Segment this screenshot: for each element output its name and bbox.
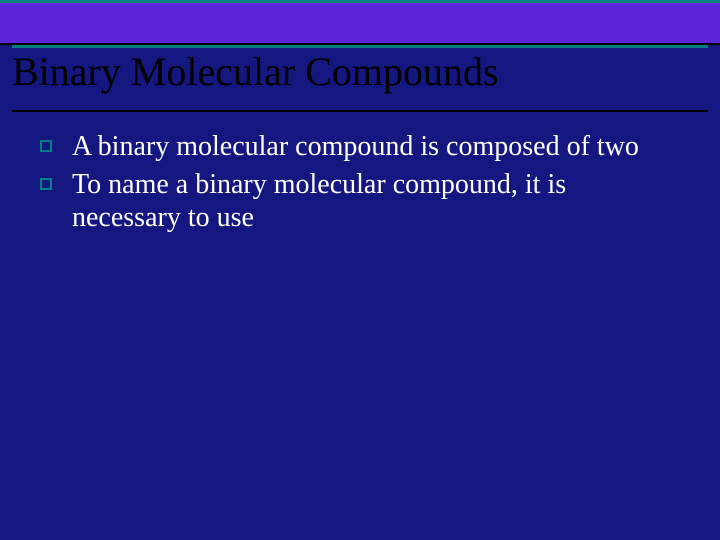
bullet-text: A binary molecular compound is composed … <box>72 130 639 164</box>
slide-title: Binary Molecular Compounds <box>12 50 708 94</box>
title-region: Binary Molecular Compounds <box>12 50 708 112</box>
body-region: A binary molecular compound is composed … <box>40 130 680 239</box>
list-item: To name a binary molecular compound, it … <box>40 168 680 235</box>
slide: Binary Molecular Compounds A binary mole… <box>0 0 720 540</box>
square-bullet-icon <box>40 178 52 190</box>
top-accent-band <box>0 0 720 45</box>
bullet-text: To name a binary molecular compound, it … <box>72 168 680 235</box>
bullet-list: A binary molecular compound is composed … <box>40 130 680 235</box>
square-bullet-icon <box>40 140 52 152</box>
top-underline <box>12 45 708 48</box>
list-item: A binary molecular compound is composed … <box>40 130 680 164</box>
